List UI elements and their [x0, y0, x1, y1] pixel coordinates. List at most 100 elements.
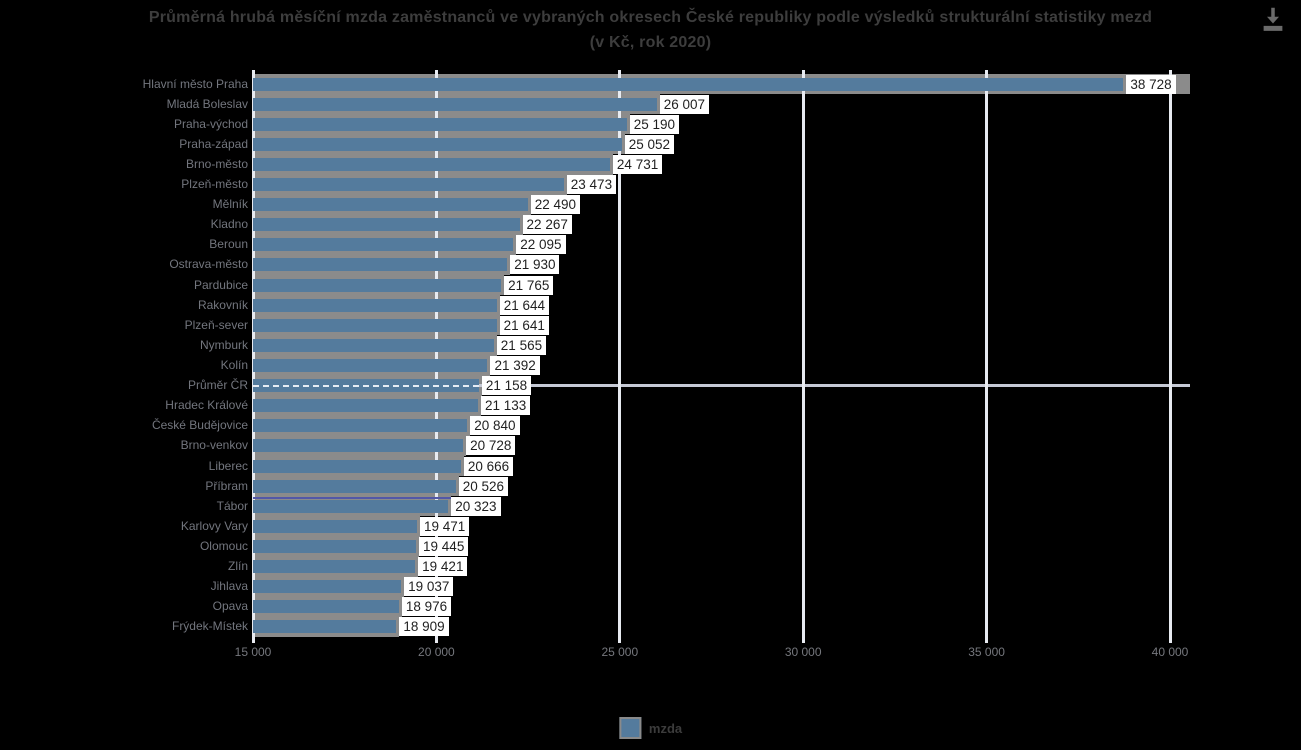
x-tick-label: 25 000: [601, 645, 639, 659]
bar[interactable]: [253, 600, 399, 614]
x-tick-label: 20 000: [418, 645, 455, 659]
category-label: Opava: [212, 599, 248, 614]
value-label: 21 644: [499, 295, 549, 315]
value-label: 26 007: [659, 94, 710, 114]
category-label: Pardubice: [193, 277, 248, 292]
legend-swatch: [618, 717, 641, 739]
category-label: Brno-venkov: [180, 438, 248, 453]
value-label: 19 421: [418, 557, 468, 577]
bar[interactable]: [253, 97, 657, 111]
x-gridline: [251, 70, 255, 643]
bar[interactable]: [253, 278, 502, 292]
value-label: 20 840: [470, 416, 520, 436]
bar[interactable]: [253, 318, 497, 332]
value-label: 22 267: [522, 215, 572, 235]
category-label: Nymburk: [199, 337, 248, 352]
bar[interactable]: [253, 459, 461, 473]
value-label: 21 765: [504, 275, 554, 295]
download-icon[interactable]: [1257, 4, 1289, 34]
value-label: 25 190: [629, 114, 680, 134]
value-label: 21 158: [481, 376, 532, 396]
x-gridline: [434, 70, 438, 643]
value-label: 18 909: [399, 617, 449, 637]
chart-title-line-1: Průměrná hrubá měsíční mzda zaměstnanců …: [148, 9, 1153, 26]
chart-title-line-2: (v Kč, rok 2020): [589, 34, 712, 51]
bar[interactable]: [253, 479, 456, 493]
value-label: 22 490: [530, 195, 581, 215]
category-label: Příbram: [205, 478, 248, 493]
bar[interactable]: [253, 298, 497, 312]
bar[interactable]: [253, 540, 417, 554]
value-label: 20 323: [451, 496, 501, 516]
category-label: Ostrava-město: [169, 257, 248, 272]
category-label: Olomouc: [199, 539, 248, 554]
value-label: 20 728: [466, 436, 516, 456]
category-label: Průměr ČR: [187, 378, 248, 393]
category-label: Liberec: [208, 458, 248, 473]
value-label: 25 052: [624, 134, 674, 154]
value-label: 21 641: [499, 315, 549, 335]
value-label: 19 445: [419, 537, 469, 557]
x-tick-label: 40 000: [1151, 645, 1189, 659]
bar[interactable]: [253, 238, 514, 252]
category-label: Jihlava: [210, 579, 248, 594]
average-dashed-line: [253, 384, 479, 387]
category-label: Zlín: [227, 559, 248, 574]
x-gridline: [618, 70, 622, 643]
bar[interactable]: [253, 198, 528, 212]
category-label: Beroun: [209, 237, 248, 252]
bar[interactable]: [253, 439, 464, 453]
value-label: 20 526: [458, 476, 508, 496]
bar[interactable]: [253, 178, 564, 192]
value-label: 21 133: [480, 396, 531, 416]
bar[interactable]: [253, 157, 610, 171]
value-label: 38 728: [1126, 74, 1176, 94]
category-label: Praha-východ: [173, 116, 248, 131]
category-label: Plzeň-sever: [184, 317, 248, 332]
value-label: 22 095: [516, 235, 566, 255]
category-label: Rakovník: [197, 297, 248, 312]
bar[interactable]: [253, 338, 494, 352]
x-gridline: [801, 70, 805, 643]
value-label: 18 976: [401, 597, 452, 617]
bar[interactable]: [253, 117, 627, 131]
bar[interactable]: [253, 218, 520, 232]
value-label: 19 037: [404, 577, 454, 597]
bar[interactable]: [253, 399, 478, 413]
legend[interactable]: mzda: [618, 717, 683, 739]
x-gridline: [1168, 70, 1172, 643]
x-gridline: [985, 70, 989, 643]
value-label: 21 930: [510, 255, 560, 275]
value-label: 23 473: [566, 175, 617, 195]
bar[interactable]: [253, 77, 1124, 91]
category-label: Hlavní město Praha: [142, 76, 248, 91]
marker-line: [253, 496, 452, 500]
category-label: Mladá Boleslav: [166, 96, 248, 111]
category-label: Hradec Králové: [165, 398, 248, 413]
value-label: 20 666: [463, 456, 514, 476]
bar[interactable]: [253, 137, 622, 151]
bar[interactable]: [253, 620, 397, 634]
x-tick-label: 15 000: [234, 645, 272, 659]
bar-chart-plot-area: Hlavní město Praha Mladá Boleslav Praha-vý…: [142, 70, 1190, 659]
value-label: 21 392: [490, 356, 540, 376]
category-label: Brno-město: [185, 156, 248, 171]
bar[interactable]: [253, 419, 468, 433]
x-tick-label: 35 000: [968, 645, 1005, 659]
bar[interactable]: [253, 519, 417, 533]
bar[interactable]: [253, 258, 508, 272]
value-label: 19 471: [419, 516, 470, 536]
category-label: Tábor: [216, 498, 248, 513]
category-label: Praha-západ: [179, 136, 248, 151]
bar[interactable]: [253, 580, 402, 594]
category-label: Frýdek-Místek: [171, 619, 248, 634]
legend-label: mzda: [648, 720, 683, 736]
category-label: Karlovy Vary: [180, 518, 248, 533]
bar[interactable]: [253, 359, 488, 373]
bar[interactable]: [253, 499, 449, 513]
value-label: 24 731: [612, 154, 663, 174]
category-label: České Budějovice: [151, 418, 248, 433]
bar[interactable]: [253, 560, 416, 574]
x-tick-label: 30 000: [784, 645, 822, 659]
